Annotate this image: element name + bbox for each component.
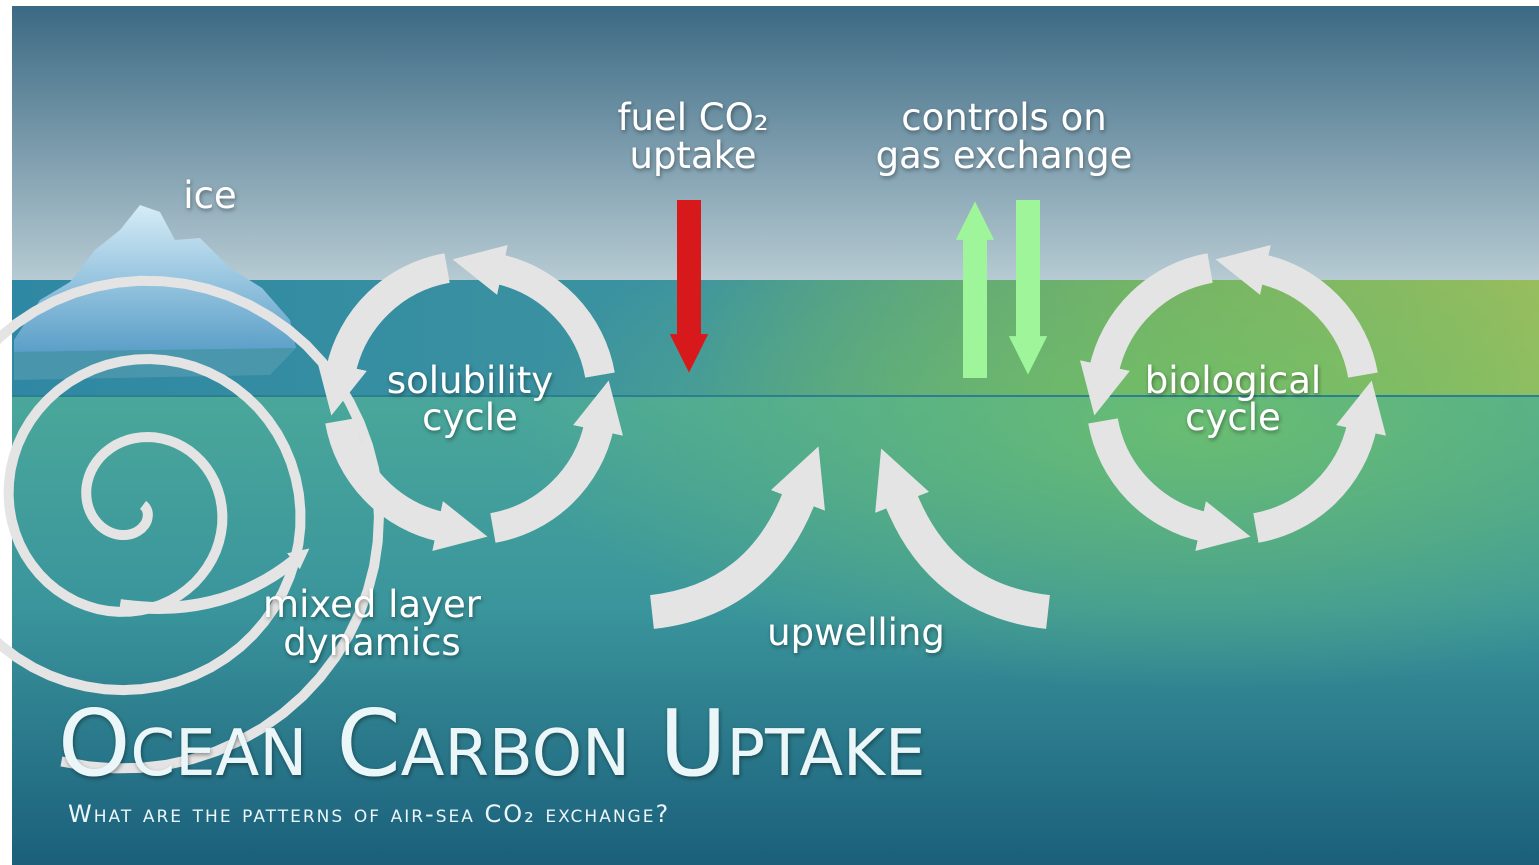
line: uptake xyxy=(630,134,757,177)
ice-label: ice xyxy=(183,174,236,217)
line: dynamics xyxy=(283,621,460,664)
line: gas exchange xyxy=(876,134,1133,177)
subtitle: What are the patterns of air-sea CO₂ exc… xyxy=(68,800,670,828)
line: cycle xyxy=(1185,396,1281,439)
illustration: ice fuel CO₂uptake controls ongas exchan… xyxy=(0,0,1539,865)
upwelling-label: upwelling xyxy=(767,611,945,654)
title: Ocean Carbon Uptake xyxy=(58,690,925,797)
line: controls on xyxy=(901,96,1106,139)
page: ice fuel CO₂uptake controls ongas exchan… xyxy=(0,0,1539,865)
sky xyxy=(12,6,1539,282)
line: fuel CO₂ xyxy=(617,96,768,139)
line: mixed layer xyxy=(263,583,482,626)
line: cycle xyxy=(422,396,518,439)
